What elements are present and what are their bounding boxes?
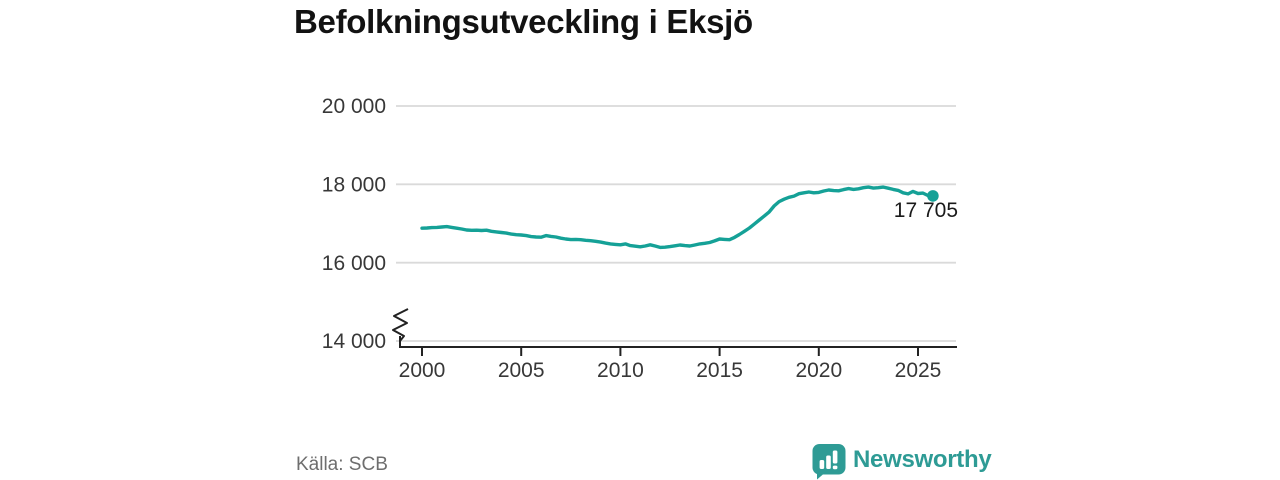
x-tick-label: 2010 <box>597 359 644 382</box>
y-tick-label: 14 000 <box>322 330 386 353</box>
series-end-value-label: 17 705 <box>894 199 958 222</box>
source-note: Källa: SCB <box>296 454 388 475</box>
y-tick-label: 16 000 <box>322 252 386 275</box>
y-axis-labels: 20 000 18 000 16 000 14 000 <box>322 95 386 353</box>
x-axis-ticks <box>421 347 919 356</box>
newsworthy-logo: Newsworthy <box>812 443 992 480</box>
x-tick-label: 2025 <box>895 359 942 382</box>
x-axis-labels: 2000 2005 2010 2015 2020 2025 <box>399 359 942 382</box>
x-tick-label: 2005 <box>498 359 545 382</box>
population-series-line <box>420 185 935 250</box>
series-end-dot <box>927 190 939 202</box>
x-tick-label: 2000 <box>399 359 446 382</box>
y-tick-label: 20 000 <box>322 95 386 118</box>
newsworthy-logo-text: Newsworthy <box>853 446 992 473</box>
gridlines <box>396 105 956 342</box>
x-tick-label: 2015 <box>696 359 743 382</box>
newsworthy-logo-icon <box>812 444 846 480</box>
chart-title: Befolkningsutveckling i Eksjö <box>294 3 753 40</box>
y-axis-break-icon <box>392 308 409 342</box>
y-tick-label: 18 000 <box>322 174 386 197</box>
x-tick-label: 2020 <box>795 359 842 382</box>
